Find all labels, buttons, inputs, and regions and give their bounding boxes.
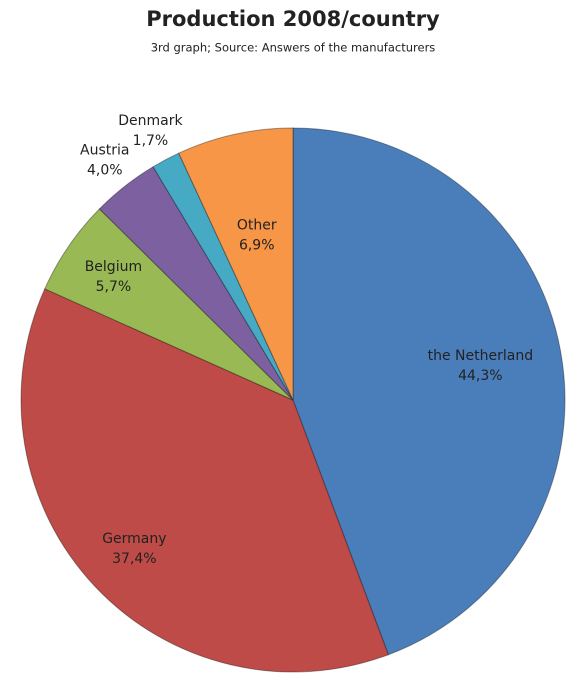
slice-label: Germany — [102, 531, 166, 547]
pie-slice — [20, 288, 389, 673]
slice-label: Denmark — [118, 113, 183, 129]
slice-label: Other — [237, 217, 277, 233]
slice-value-label: 1,7% — [133, 133, 169, 149]
pie-slice — [44, 208, 294, 401]
slice-label: Belgium — [85, 259, 142, 275]
pie-slice — [98, 166, 294, 401]
slice-label: the Netherland — [428, 348, 533, 364]
slice-label: Austria — [80, 142, 129, 158]
slice-value-label: 37,4% — [112, 551, 156, 567]
pie-slice — [178, 127, 294, 401]
slice-value-label: 4,0% — [87, 162, 123, 178]
slice-value-label: 5,7% — [96, 279, 132, 295]
chart-subtitle: 3rd graph; Source: Answers of the manufa… — [151, 41, 436, 55]
pie-slice — [152, 152, 294, 401]
pie-slice — [292, 127, 566, 656]
slice-value-label: 44,3% — [458, 368, 502, 384]
chart-title: Production 2008/country — [146, 7, 440, 31]
slice-value-label: 6,9% — [239, 237, 275, 253]
